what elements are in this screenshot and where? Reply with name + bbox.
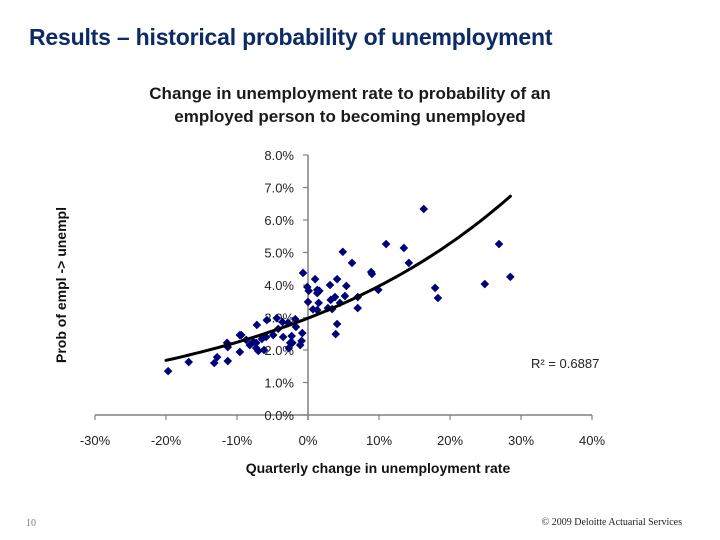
copyright-notice: © 2009 Deloitte Actuarial Services — [541, 517, 682, 528]
data-point-diamond — [338, 247, 348, 257]
data-point-diamond — [353, 303, 362, 313]
y-tick-label: 5.0% — [264, 246, 294, 261]
data-point-diamond — [340, 291, 350, 301]
data-point-diamond — [236, 330, 246, 340]
x-tick-label: 0% — [299, 433, 318, 448]
data-point-diamond — [430, 283, 440, 293]
data-point-diamond — [506, 272, 515, 282]
data-point-diamond — [433, 293, 443, 303]
data-point-diamond — [404, 258, 414, 268]
y-axis-title: Prob of empl -> unempl — [53, 207, 69, 363]
data-point-diamond — [298, 328, 307, 338]
data-point-diamond — [235, 347, 245, 357]
data-point-diamond — [332, 274, 342, 284]
data-point-diamond — [494, 239, 504, 249]
data-points — [163, 204, 515, 376]
trendline — [164, 194, 512, 362]
data-point-diamond — [212, 352, 222, 362]
x-tick-label: -30% — [80, 433, 111, 448]
data-point-diamond — [298, 268, 308, 278]
x-tick-label: 30% — [508, 433, 534, 448]
data-point-diamond — [252, 320, 262, 330]
data-point-diamond — [304, 286, 314, 296]
data-point-diamond — [312, 305, 322, 315]
x-tick-label: -10% — [222, 433, 253, 448]
x-axis-title: Quarterly change in unemployment rate — [246, 460, 511, 476]
data-point-diamond — [419, 204, 429, 214]
data-point-diamond — [251, 338, 261, 348]
data-point-diamond — [223, 356, 233, 366]
data-point-diamond — [342, 281, 351, 291]
data-point-diamond — [288, 338, 297, 348]
data-point-diamond — [251, 343, 261, 353]
data-point-diamond — [254, 346, 263, 356]
x-tick-label: 20% — [437, 433, 463, 448]
data-point-diamond — [163, 366, 173, 376]
slide-title: Results – historical probability of unem… — [29, 24, 553, 50]
chart-title: Change in unemployment rate to probabili… — [100, 82, 600, 128]
data-point-diamond — [326, 295, 336, 305]
data-point-diamond — [209, 358, 219, 368]
data-point-diamond — [315, 286, 324, 296]
y-tick-label: 0.0% — [264, 408, 294, 423]
data-point-diamond — [480, 279, 490, 289]
data-point-diamond — [184, 357, 194, 367]
data-point-diamond — [325, 280, 335, 290]
x-tick-label: 10% — [366, 433, 392, 448]
data-point-diamond — [381, 239, 391, 249]
y-tick-label: 8.0% — [264, 148, 294, 163]
y-tick-label: 6.0% — [264, 213, 294, 228]
y-tick-label: 4.0% — [264, 278, 294, 293]
data-point-diamond — [257, 334, 267, 344]
chart-title-line-2: employed person to becoming unemployed — [174, 107, 526, 126]
data-point-diamond — [314, 298, 323, 308]
data-point-diamond — [283, 318, 293, 328]
data-point-diamond — [331, 329, 340, 339]
y-tick-label: 7.0% — [264, 181, 294, 196]
x-tick-label: 40% — [579, 433, 605, 448]
r-squared-label: R² = 0.6887 — [531, 356, 599, 371]
data-point-diamond — [278, 332, 288, 342]
data-point-diamond — [295, 340, 305, 350]
data-point-diamond — [347, 258, 357, 268]
chart-title-line-1: Change in unemployment rate to probabili… — [149, 84, 551, 103]
data-point-diamond — [262, 315, 272, 325]
data-point-diamond — [330, 292, 340, 302]
y-tick-label: 1.0% — [264, 376, 294, 391]
data-point-diamond — [367, 269, 377, 279]
page-number: 10 — [26, 518, 36, 529]
data-point-diamond — [310, 274, 320, 284]
data-point-diamond — [223, 342, 233, 352]
data-point-diamond — [303, 297, 313, 307]
data-point-diamond — [284, 343, 294, 353]
data-point-diamond — [297, 336, 306, 346]
data-point-diamond — [287, 331, 296, 341]
x-tick-label: -20% — [151, 433, 182, 448]
data-point-diamond — [399, 243, 409, 253]
data-point-diamond — [272, 313, 282, 323]
data-point-diamond — [278, 317, 287, 327]
data-point-diamond — [259, 345, 269, 355]
data-point-diamond — [332, 319, 342, 329]
data-point-diamond — [373, 285, 383, 295]
